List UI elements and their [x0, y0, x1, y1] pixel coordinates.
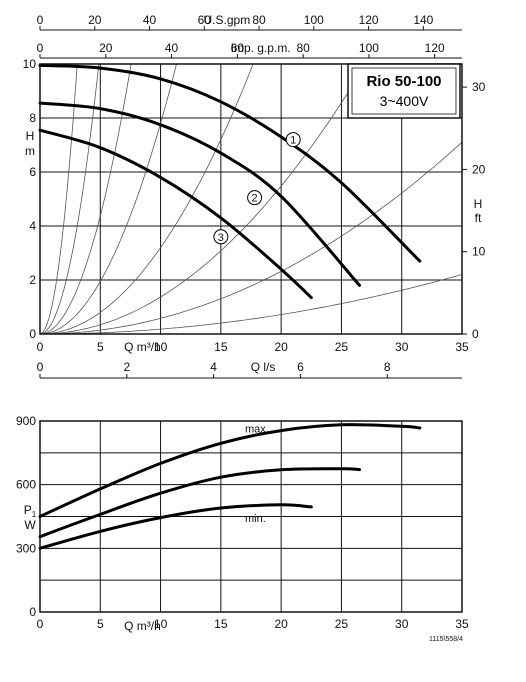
impgpm-tick-label: 40	[165, 41, 179, 55]
x-tick-label: 10	[154, 617, 168, 631]
pump-curve-3	[38, 128, 313, 300]
system-curve	[40, 64, 132, 334]
x-axis-label: Q m³/h	[124, 619, 161, 633]
y2-axis-unit: ft	[475, 211, 482, 225]
curve-label-2: 2	[252, 193, 258, 205]
y2-axis-label: H	[474, 197, 483, 211]
legend-title: Rio 50-100	[366, 73, 441, 90]
legend-box-inner	[351, 67, 457, 115]
usgpm-tick-label: 120	[359, 13, 379, 27]
legend-subtitle: 3~400V	[380, 93, 429, 109]
x-tick-label: 5	[97, 617, 104, 631]
curve-label-circle	[247, 190, 263, 206]
y-tick-label: 6	[29, 165, 36, 179]
x-tick-label: 15	[214, 617, 228, 631]
pump-curve-1	[38, 63, 422, 263]
system-curve	[40, 64, 367, 334]
x-tick-label: 25	[335, 617, 349, 631]
y-tick-label: 600	[16, 478, 36, 492]
usgpm-tick-label: 0	[37, 13, 44, 27]
y-axis-unit: W	[24, 518, 36, 532]
y2-tick-label: 10	[472, 245, 486, 259]
curve-label-3: 3	[218, 232, 224, 244]
ls-tick-label: 8	[384, 360, 391, 374]
impgpm-axis-label: Imp. g.p.m.	[231, 41, 291, 55]
y-tick-label: 4	[29, 219, 36, 233]
x-tick-label: 30	[395, 340, 409, 354]
pump-curve-2	[38, 101, 361, 287]
impgpm-tick-label: 20	[99, 41, 113, 55]
y-tick-label: 8	[29, 111, 36, 125]
series-label-max: max.	[245, 424, 269, 436]
impgpm-tick-label: 120	[425, 41, 445, 55]
curve-label-circle	[213, 229, 229, 245]
impgpm-tick-label: 60	[231, 41, 245, 55]
ls-axis-label: Q l/s	[251, 360, 276, 374]
y-tick-label: 0	[29, 327, 36, 341]
y-tick-label: 10	[23, 57, 37, 71]
ls-tick-label: 4	[210, 360, 217, 374]
x-tick-label: 35	[455, 617, 469, 631]
system-curves	[40, 64, 462, 334]
series-label-min: min.	[245, 513, 266, 525]
impgpm-tick-label: 0	[37, 41, 44, 55]
y2-tick-label: 20	[472, 162, 486, 176]
usgpm-tick-label: 40	[143, 13, 157, 27]
usgpm-axis-label: U.S.gpm	[204, 13, 251, 27]
usgpm-tick-label: 20	[88, 13, 102, 27]
usgpm-tick-label: 100	[304, 13, 324, 27]
plot-frame	[39, 420, 463, 613]
impgpm-tick-label: 100	[359, 41, 379, 55]
legend-box	[347, 63, 461, 119]
x-tick-label: 25	[335, 340, 349, 354]
y-axis-label: H	[26, 129, 35, 143]
x-tick-label: 20	[274, 340, 288, 354]
y-axis-label: P1	[24, 503, 37, 519]
impgpm-tick-label: 80	[296, 41, 310, 55]
x-tick-label: 10	[154, 340, 168, 354]
curve-label-circle	[285, 132, 301, 148]
y-tick-label: 0	[29, 605, 36, 619]
x-tick-label: 5	[97, 340, 104, 354]
x-tick-label: 0	[37, 617, 44, 631]
x-tick-label: 20	[274, 617, 288, 631]
system-curve	[40, 141, 462, 334]
system-curve	[40, 274, 462, 334]
curve-label-1: 1	[290, 135, 296, 147]
system-curve	[40, 64, 254, 334]
plot-frame	[39, 63, 463, 335]
ls-tick-label: 6	[297, 360, 304, 374]
usgpm-tick-label: 80	[252, 13, 266, 27]
y-tick-label: 2	[29, 273, 36, 287]
y-axis-unit: m	[25, 144, 35, 158]
power-flow-chart: max. min. 0 5 10 15 20 25 30 35 Q m³/h 0 300 600 900 P1…	[16, 414, 469, 633]
power-curve-max.	[38, 423, 422, 518]
footnote: 1115\558/4	[429, 636, 463, 643]
y-tick-label: 900	[16, 414, 36, 428]
y2-tick-label: 0	[472, 327, 479, 341]
power-curve-mid	[38, 467, 361, 539]
usgpm-tick-label: 140	[413, 13, 433, 27]
ls-tick-label: 2	[123, 360, 130, 374]
x-tick-label: 30	[395, 617, 409, 631]
system-curve	[40, 64, 177, 334]
y2-tick-label: 30	[472, 80, 486, 94]
usgpm-tick-label: 60	[198, 13, 212, 27]
x-axis-label: Q m³/h	[124, 340, 161, 354]
x-tick-label: 15	[214, 340, 228, 354]
x-tick-label: 35	[455, 340, 469, 354]
x-tick-label: 0	[37, 340, 44, 354]
ls-tick-label: 0	[37, 360, 44, 374]
power-curve-min.	[38, 503, 313, 550]
y-tick-label: 300	[16, 541, 36, 555]
